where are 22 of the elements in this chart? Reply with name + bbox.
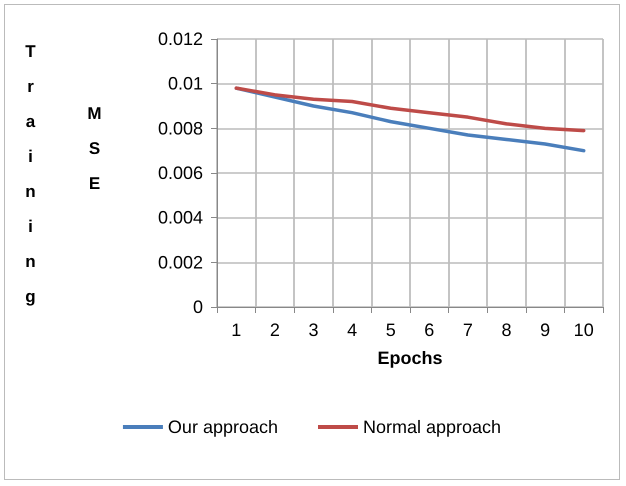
y-tick-label: 0.008	[158, 118, 203, 138]
text: Training MSE	[21, 42, 104, 322]
y-tick-label: 0.004	[158, 208, 203, 228]
x-tick-label: 6	[424, 320, 434, 340]
legend-label: Our approach	[168, 417, 278, 437]
y-tick-label: 0.002	[158, 252, 203, 272]
y-tick-label: 0.012	[158, 29, 203, 49]
y-tick-label: 0.006	[158, 163, 203, 183]
legend-label: Normal approach	[363, 417, 502, 437]
x-axis-title: Epochs	[377, 348, 443, 368]
x-tick-label: 2	[270, 320, 280, 340]
x-tick-label: 8	[501, 320, 512, 340]
x-tick-label: 4	[347, 320, 358, 340]
x-tick-label: 1	[231, 320, 242, 340]
x-tick-label: 9	[540, 320, 550, 340]
y-tick-label: 0.01	[168, 74, 203, 94]
x-tick-label: 7	[462, 320, 473, 340]
line-series	[234, 86, 586, 132]
x-tick-label: 5	[386, 320, 396, 340]
x-tick-label: 10	[574, 320, 594, 340]
y-tick-label: 0	[192, 297, 203, 317]
x-tick-label: 3	[308, 320, 319, 340]
